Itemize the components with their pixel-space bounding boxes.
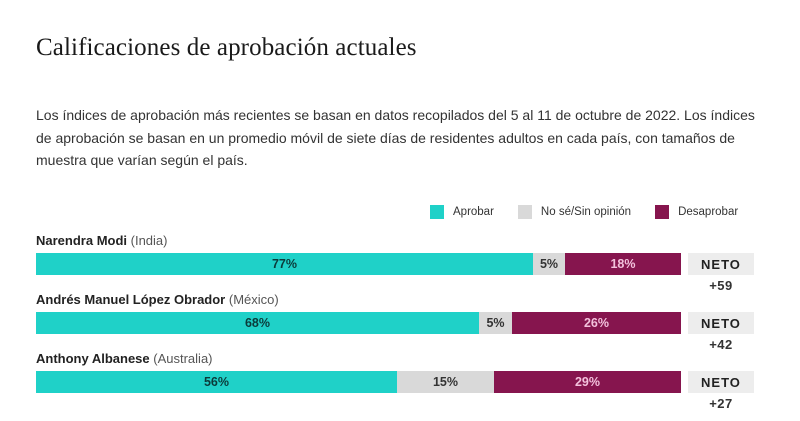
stacked-bar: 56% 15% 29% xyxy=(36,371,681,393)
stacked-bar: 68% 5% 26% xyxy=(36,312,681,334)
data-label-disapprove: 26% xyxy=(583,316,610,330)
leader-name: Anthony Albanese (Australia) xyxy=(36,350,766,368)
net-label: NETO xyxy=(688,371,754,393)
legend: Aprobar No sé/Sin opinión Desaprobar xyxy=(430,205,738,219)
bar-segment-disapprove: 18% xyxy=(565,253,681,275)
legend-label-approve: Aprobar xyxy=(453,206,494,218)
bar-segment-disapprove: 29% xyxy=(494,371,681,393)
bar-segment-approve: 68% xyxy=(36,312,479,334)
bar-segment-disapprove: 26% xyxy=(512,312,681,334)
chart-row: Andrés Manuel López Obrador (México) 68% 5… xyxy=(36,291,766,352)
legend-swatch-disapprove xyxy=(655,205,670,219)
leader-name-text: Narendra Modi xyxy=(36,233,131,248)
leader-country: (México) xyxy=(228,292,279,307)
bar-segment-neutral: 5% xyxy=(533,253,565,275)
chart-description: Los índices de aprobación más recientes … xyxy=(36,107,755,168)
leader-name-text: Anthony Albanese xyxy=(36,351,154,366)
data-label-neutral: 5% xyxy=(539,257,559,271)
chart-title: Calificaciones de aprobación actuales xyxy=(36,34,417,61)
data-label-disapprove: 18% xyxy=(610,257,636,271)
leader-country: (Australia) xyxy=(153,351,213,366)
net-label: NETO xyxy=(688,253,754,275)
data-label-approve: 77% xyxy=(271,257,298,271)
data-label-approve: 68% xyxy=(244,316,271,330)
bar-segment-approve: 56% xyxy=(36,371,397,393)
stacked-bar: 77% 5% 18% xyxy=(36,253,681,275)
chart-row: Narendra Modi (India) 77% 5% 18% NETO +59 xyxy=(36,232,766,293)
cutoff-next-row xyxy=(36,406,40,421)
net-value: +59 xyxy=(709,278,733,293)
legend-item-approve: Aprobar xyxy=(430,205,494,219)
legend-label-disapprove: Desaprobar xyxy=(678,206,739,218)
net-value: +42 xyxy=(709,337,733,352)
leader-name-text: Andrés Manuel López Obrador xyxy=(36,292,229,307)
legend-item-disapprove: Desaprobar xyxy=(655,205,738,219)
bar-segment-neutral: 5% xyxy=(479,312,512,334)
bar-segment-neutral: 15% xyxy=(397,371,494,393)
data-label-disapprove: 29% xyxy=(574,375,601,389)
net-value: +27 xyxy=(709,396,733,411)
chart-row: Anthony Albanese (Australia) 56% 15% 29% NET… xyxy=(36,350,766,411)
leader-name: Narendra Modi (India) xyxy=(36,232,766,250)
data-label-neutral: 5% xyxy=(486,316,505,330)
legend-item-neutral: No sé/Sin opinión xyxy=(517,205,632,219)
legend-swatch-neutral xyxy=(517,205,532,219)
bar-segment-approve: 77% xyxy=(36,253,533,275)
legend-swatch-approve xyxy=(430,205,444,219)
net-label: NETO xyxy=(688,312,754,334)
legend-label-neutral: No sé/Sin opinión xyxy=(540,206,632,218)
leader-name: Andrés Manuel López Obrador (México) xyxy=(36,291,766,309)
data-label-neutral: 15% xyxy=(432,375,459,389)
leader-country: (India) xyxy=(130,233,168,248)
data-label-approve: 56% xyxy=(203,375,230,389)
